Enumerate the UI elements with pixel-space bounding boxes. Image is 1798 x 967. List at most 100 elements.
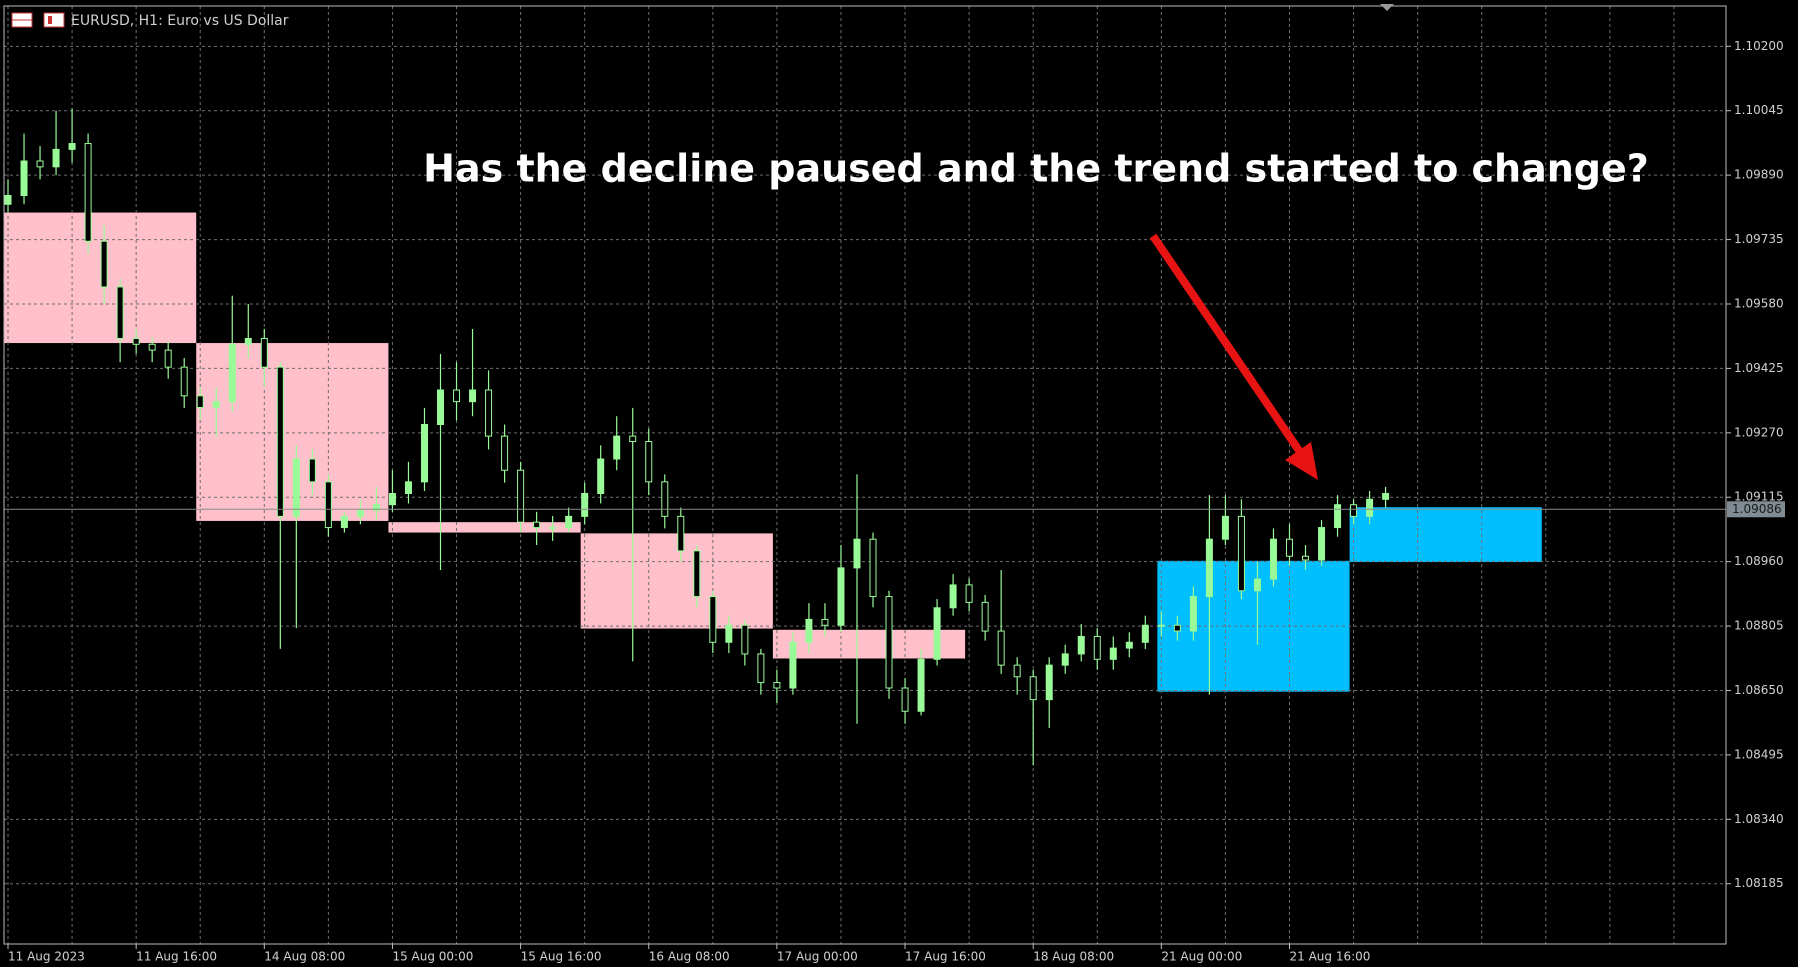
y-tick-label: 1.08340	[1734, 812, 1784, 826]
candle-body	[917, 658, 925, 712]
candle-body	[180, 366, 188, 397]
arrow-shaft	[1149, 233, 1304, 455]
x-tick-label: 14 Aug 08:00	[264, 950, 345, 964]
candle-body	[308, 458, 316, 483]
candle-body	[340, 515, 348, 529]
x-tick-label: 17 Aug 00:00	[777, 950, 858, 964]
candle-body	[677, 515, 685, 552]
y-tick-label: 1.08960	[1734, 554, 1784, 568]
candle-body	[1013, 664, 1021, 678]
candle-body	[453, 389, 461, 403]
zone	[388, 522, 581, 533]
zone	[196, 343, 389, 521]
candle-body	[501, 435, 509, 471]
candle-body	[533, 521, 541, 529]
candle-body	[469, 389, 477, 403]
candle-body	[20, 160, 28, 197]
candle-body	[68, 143, 76, 150]
y-tick-label: 1.10200	[1734, 39, 1784, 53]
x-tick-label: 18 Aug 08:00	[1033, 950, 1114, 964]
candle-body	[84, 143, 92, 242]
candle-body	[1269, 538, 1277, 580]
candle-body	[661, 481, 669, 517]
candle-body	[549, 527, 557, 530]
y-tick-label: 1.08495	[1734, 747, 1784, 761]
zone	[4, 212, 197, 344]
candle-body	[789, 641, 797, 689]
candle-body	[1302, 555, 1310, 561]
candle-body	[1157, 624, 1165, 627]
candle-body	[597, 458, 605, 494]
y-tick-label: 1.08185	[1734, 876, 1784, 890]
candle-body	[1237, 515, 1245, 592]
plot-frame	[3, 5, 1727, 945]
y-tick-label: 1.08650	[1734, 683, 1784, 697]
symbol-icons	[11, 12, 65, 28]
current-price-label: 1.09086	[1732, 502, 1782, 516]
candle-body	[821, 618, 829, 626]
candle-body	[52, 148, 60, 168]
grid	[4, 6, 1726, 944]
candle-body	[565, 515, 573, 529]
candle-body	[837, 567, 845, 626]
candle-body	[1109, 647, 1117, 660]
y-tick-label: 1.09580	[1734, 296, 1784, 310]
x-tick-label: 16 Aug 08:00	[649, 950, 730, 964]
candle-body	[356, 510, 364, 517]
candle-body	[36, 160, 44, 168]
candle-body	[885, 596, 893, 689]
candle-body	[260, 337, 268, 368]
x-tick-label: 11 Aug 16:00	[136, 950, 217, 964]
candle-body	[372, 504, 380, 512]
candle-body	[1045, 664, 1053, 701]
candle-body	[1285, 538, 1293, 557]
y-tick-label: 1.10045	[1734, 103, 1784, 117]
icon	[43, 12, 65, 28]
annotation: Has the decline paused and the trend sta…	[423, 147, 1649, 191]
candle-body	[1221, 515, 1229, 540]
candle-body	[437, 389, 445, 426]
candle-body	[773, 682, 781, 689]
candle-body	[853, 538, 861, 569]
candle-body	[709, 596, 717, 643]
candle-body	[805, 618, 813, 643]
candle-body	[725, 624, 733, 643]
candle-body	[244, 337, 252, 345]
candle-body	[404, 481, 412, 494]
candle-body	[148, 343, 156, 351]
candles	[4, 108, 1390, 766]
candle-body	[1350, 504, 1358, 517]
candle-body	[1318, 527, 1326, 561]
candle-body	[212, 401, 220, 408]
candle-body	[933, 607, 941, 660]
candle-body	[693, 550, 701, 598]
arrow-head	[1285, 442, 1318, 480]
y-tick-label: 1.09115	[1734, 490, 1784, 504]
candle-body	[1205, 538, 1213, 598]
candle-body	[965, 584, 973, 603]
candle-body	[613, 435, 621, 460]
candle-body	[420, 424, 428, 483]
x-tick-label: 15 Aug 00:00	[392, 950, 473, 964]
candle-body	[196, 395, 204, 408]
candle-body	[901, 687, 909, 712]
x-tick-label: 17 Aug 16:00	[905, 950, 986, 964]
icon-bar	[48, 16, 52, 24]
candle-body	[292, 458, 300, 517]
candle-body	[949, 584, 957, 609]
candle-body	[1125, 641, 1133, 649]
current-price-box	[1727, 501, 1785, 518]
x-tick-label: 21 Aug 16:00	[1289, 950, 1370, 964]
candle-body	[1061, 653, 1069, 666]
candle-body	[4, 195, 12, 205]
y-tick-label: 1.09270	[1734, 425, 1784, 439]
zone	[1349, 507, 1542, 563]
candle-body	[1141, 624, 1149, 643]
arrow	[1149, 233, 1318, 480]
candle-body	[1382, 492, 1390, 500]
candle-body	[485, 389, 493, 437]
y-tick-label: 1.08805	[1734, 619, 1784, 633]
candle-body	[100, 240, 108, 288]
